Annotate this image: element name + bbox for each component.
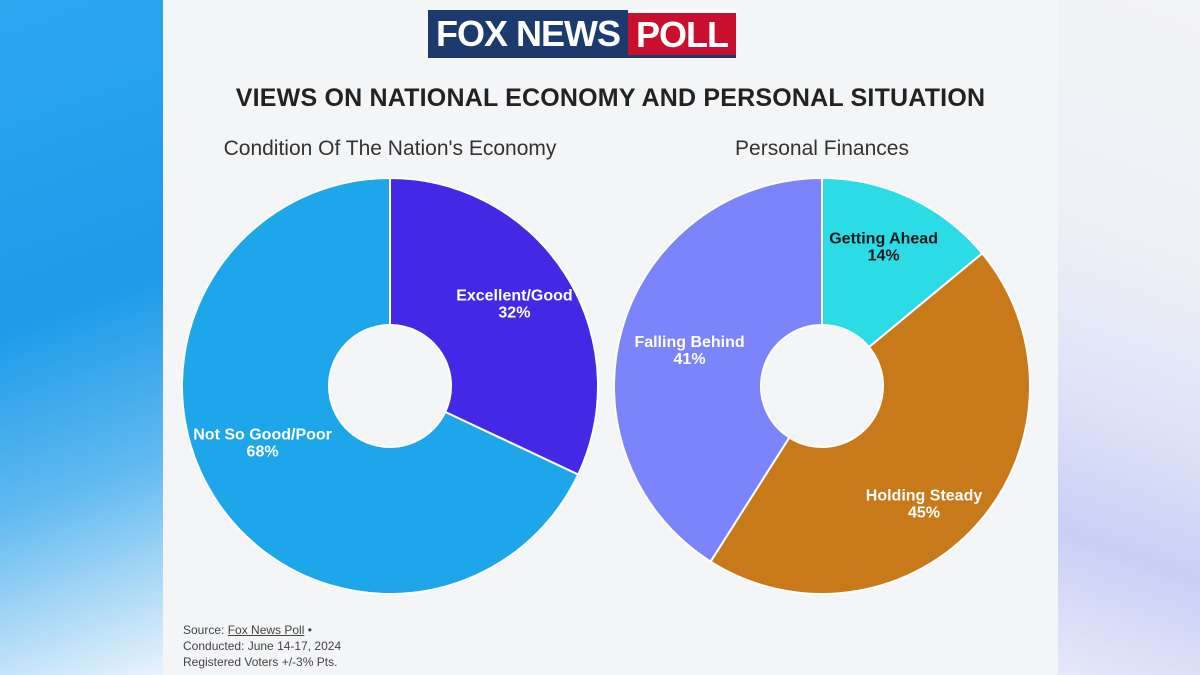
slice-label: Not So Good/Poor — [193, 427, 332, 444]
conducted-dates: Conducted: June 14-17, 2024 — [183, 639, 342, 653]
slice-value-label: 68% — [247, 444, 279, 461]
background-left-panel — [0, 0, 163, 675]
slice-label: Getting Ahead — [829, 230, 938, 247]
slice-label: Falling Behind — [634, 334, 744, 351]
source-note: Source: Fox News Poll • Conducted: June … — [183, 622, 341, 670]
finances-chart-title: Personal Finances — [735, 137, 909, 160]
fox-news-poll-logo: FOX NEWS POLL — [428, 10, 737, 58]
slice-holding-steady — [709, 252, 1031, 595]
voters-margin: Registered Voters +/-3% Pts. — [183, 655, 338, 669]
slice-getting-ahead — [821, 176, 984, 349]
source-prefix: Source: — [183, 623, 228, 637]
slice-excellent-good — [389, 176, 599, 476]
slice-label: Excellent/Good — [456, 287, 572, 304]
slice-value-label: 41% — [674, 351, 706, 368]
slice-label: Holding Steady — [866, 488, 983, 505]
logo-fox-news-text: FOX NEWS — [428, 10, 629, 55]
chart-title: VIEWS ON NATIONAL ECONOMY AND PERSONAL S… — [235, 84, 986, 112]
economy-chart-title: Condition Of The Nation's Economy — [223, 137, 557, 160]
source-bullet: • — [304, 623, 312, 637]
slice-value-label: 32% — [498, 304, 530, 321]
logo-poll-text: POLL — [628, 10, 737, 55]
source-link[interactable]: Fox News Poll — [227, 623, 305, 637]
background-right-panel — [1058, 0, 1200, 675]
slice-falling-behind — [613, 176, 823, 564]
slice-value-label: 14% — [868, 247, 900, 264]
slice-not-so-good-poor — [181, 176, 580, 595]
slice-value-label: 45% — [908, 505, 940, 522]
